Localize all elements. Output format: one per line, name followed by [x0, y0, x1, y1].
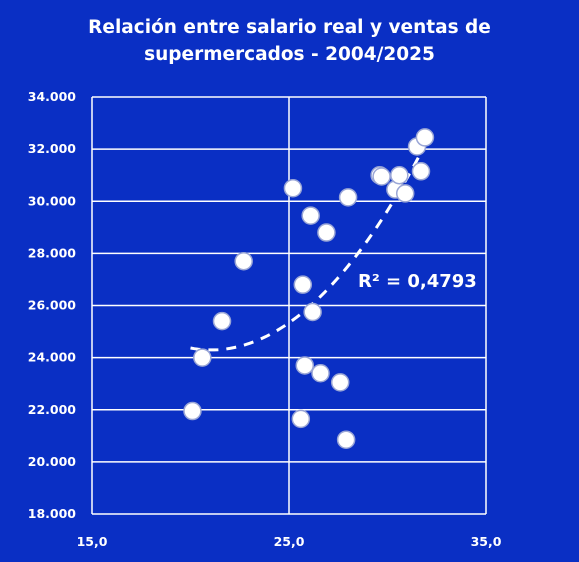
- data-point: [295, 356, 315, 375]
- data-point: [390, 165, 409, 185]
- tick-labels: 18.000 20.000 22.000 24.000 26.000 28.000 30.0…: [28, 89, 502, 549]
- chart-title-line-2: supermercados - 2004/2025: [144, 44, 435, 65]
- r-squared-annotation: R² = 0,4793: [358, 271, 477, 292]
- points: [183, 128, 435, 449]
- y-tick-label: 22.000: [28, 402, 77, 417]
- data-point: [303, 302, 322, 322]
- data-point: [301, 206, 320, 225]
- data-point: [193, 348, 212, 367]
- data-point: [234, 251, 253, 271]
- data-point: [336, 430, 356, 449]
- y-tick-label: 24.000: [28, 350, 77, 365]
- grid: [91, 96, 487, 515]
- x-tick-label: 25,0: [274, 534, 305, 549]
- data-point: [212, 311, 232, 331]
- data-point: [293, 275, 313, 294]
- y-tick-label: 26.000: [28, 298, 77, 313]
- data-point: [411, 162, 431, 181]
- data-point: [283, 178, 303, 198]
- data-point: [330, 373, 350, 392]
- data-point: [291, 409, 311, 429]
- data-point: [395, 184, 415, 203]
- chart-title-line-1: Relación entre salario real y ventas de: [88, 17, 491, 38]
- y-tick-label: 34.000: [28, 89, 77, 104]
- x-tick-label: 15,0: [77, 534, 108, 549]
- data-point: [372, 167, 391, 186]
- y-tick-label: 30.000: [28, 193, 77, 208]
- y-tick-label: 28.000: [28, 245, 77, 260]
- data-point: [311, 364, 330, 383]
- data-point: [415, 128, 435, 147]
- x-tick-label: 35,0: [471, 534, 502, 549]
- data-point: [338, 188, 358, 207]
- y-tick-label: 20.000: [28, 454, 77, 469]
- y-tick-label: 32.000: [28, 141, 77, 156]
- chart-title: Relación entre salario real y ventas de …: [0, 14, 579, 68]
- data-point: [183, 401, 202, 421]
- data-point: [317, 223, 336, 242]
- y-tick-label: 18.000: [28, 506, 77, 521]
